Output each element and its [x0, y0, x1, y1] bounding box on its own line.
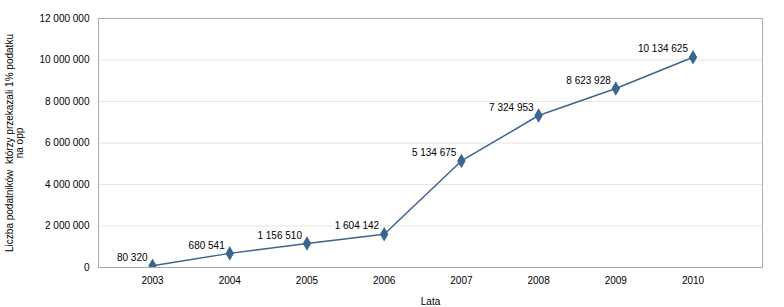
- svg-text:2 000 000: 2 000 000: [45, 220, 90, 231]
- svg-text:Lata: Lata: [421, 296, 441, 307]
- svg-text:6 000 000: 6 000 000: [45, 137, 90, 148]
- svg-text:2006: 2006: [373, 275, 396, 286]
- svg-text:80 320: 80 320: [117, 252, 148, 263]
- svg-text:2010: 2010: [682, 275, 705, 286]
- svg-text:10 000 000: 10 000 000: [39, 54, 89, 65]
- svg-text:0: 0: [84, 262, 90, 273]
- svg-text:8 000 000: 8 000 000: [45, 96, 90, 107]
- svg-text:2007: 2007: [450, 275, 473, 286]
- svg-text:1 604 142: 1 604 142: [335, 220, 380, 231]
- svg-text:8 623 928: 8 623 928: [566, 75, 611, 86]
- svg-text:Liczba podatników którzy prze: Liczba podatników którzy przekazali 1% p…: [4, 34, 25, 252]
- svg-text:5 134 675: 5 134 675: [412, 147, 457, 158]
- svg-text:2008: 2008: [527, 275, 550, 286]
- svg-text:2009: 2009: [605, 275, 628, 286]
- svg-text:2005: 2005: [296, 275, 319, 286]
- svg-text:7 324 953: 7 324 953: [489, 102, 534, 113]
- svg-text:2003: 2003: [141, 275, 164, 286]
- svg-text:4 000 000: 4 000 000: [45, 179, 90, 190]
- svg-text:680 541: 680 541: [189, 240, 226, 251]
- svg-text:12 000 000: 12 000 000: [39, 13, 89, 24]
- svg-text:10 134 625: 10 134 625: [638, 43, 688, 54]
- svg-text:1 156 510: 1 156 510: [257, 230, 302, 241]
- svg-text:2004: 2004: [219, 275, 242, 286]
